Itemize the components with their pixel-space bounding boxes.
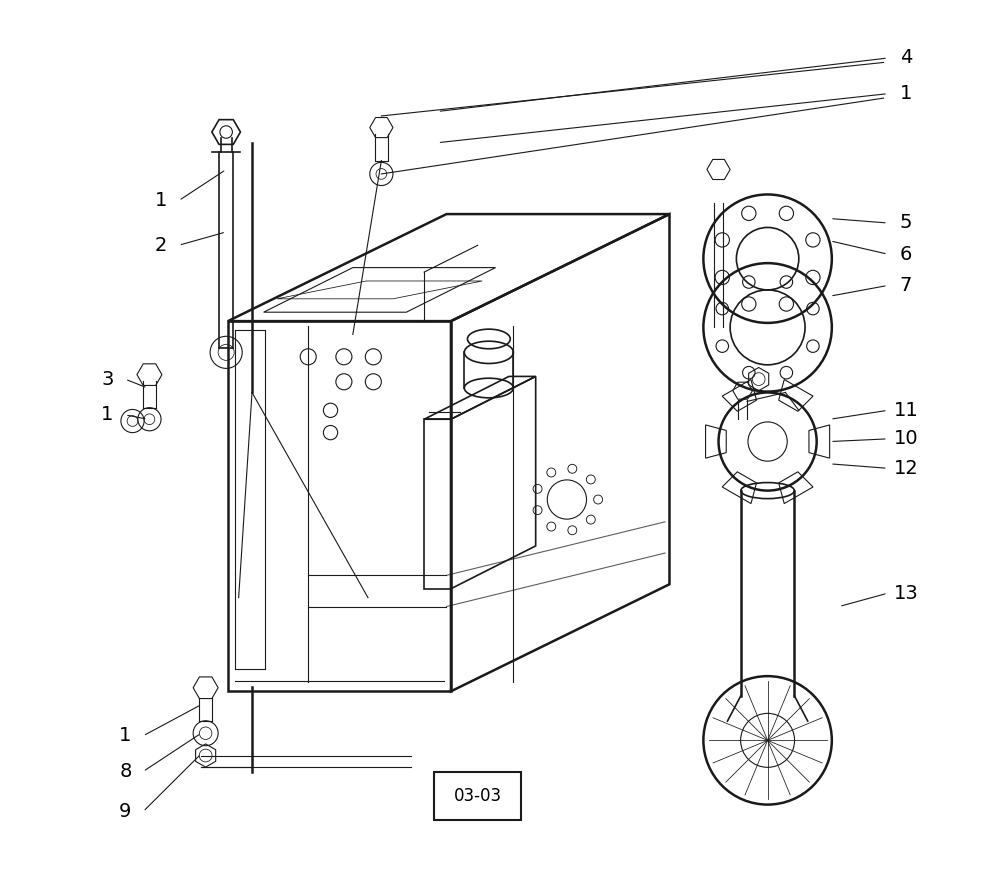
Text: 1: 1 [900, 84, 912, 103]
Text: 4: 4 [900, 48, 912, 68]
Text: 03-03: 03-03 [454, 787, 502, 805]
Text: 8: 8 [119, 762, 132, 781]
Text: 13: 13 [893, 583, 918, 603]
Text: 12: 12 [893, 458, 918, 478]
Text: 7: 7 [900, 276, 912, 295]
Text: 6: 6 [900, 244, 912, 264]
Text: 1: 1 [155, 191, 167, 211]
Text: 1: 1 [119, 726, 132, 746]
Text: 1: 1 [101, 405, 114, 425]
Text: 9: 9 [119, 802, 132, 822]
Text: 10: 10 [894, 429, 918, 449]
Text: 11: 11 [893, 401, 918, 420]
Text: 3: 3 [101, 369, 114, 389]
Text: 5: 5 [900, 213, 912, 233]
Text: 2: 2 [155, 235, 167, 255]
